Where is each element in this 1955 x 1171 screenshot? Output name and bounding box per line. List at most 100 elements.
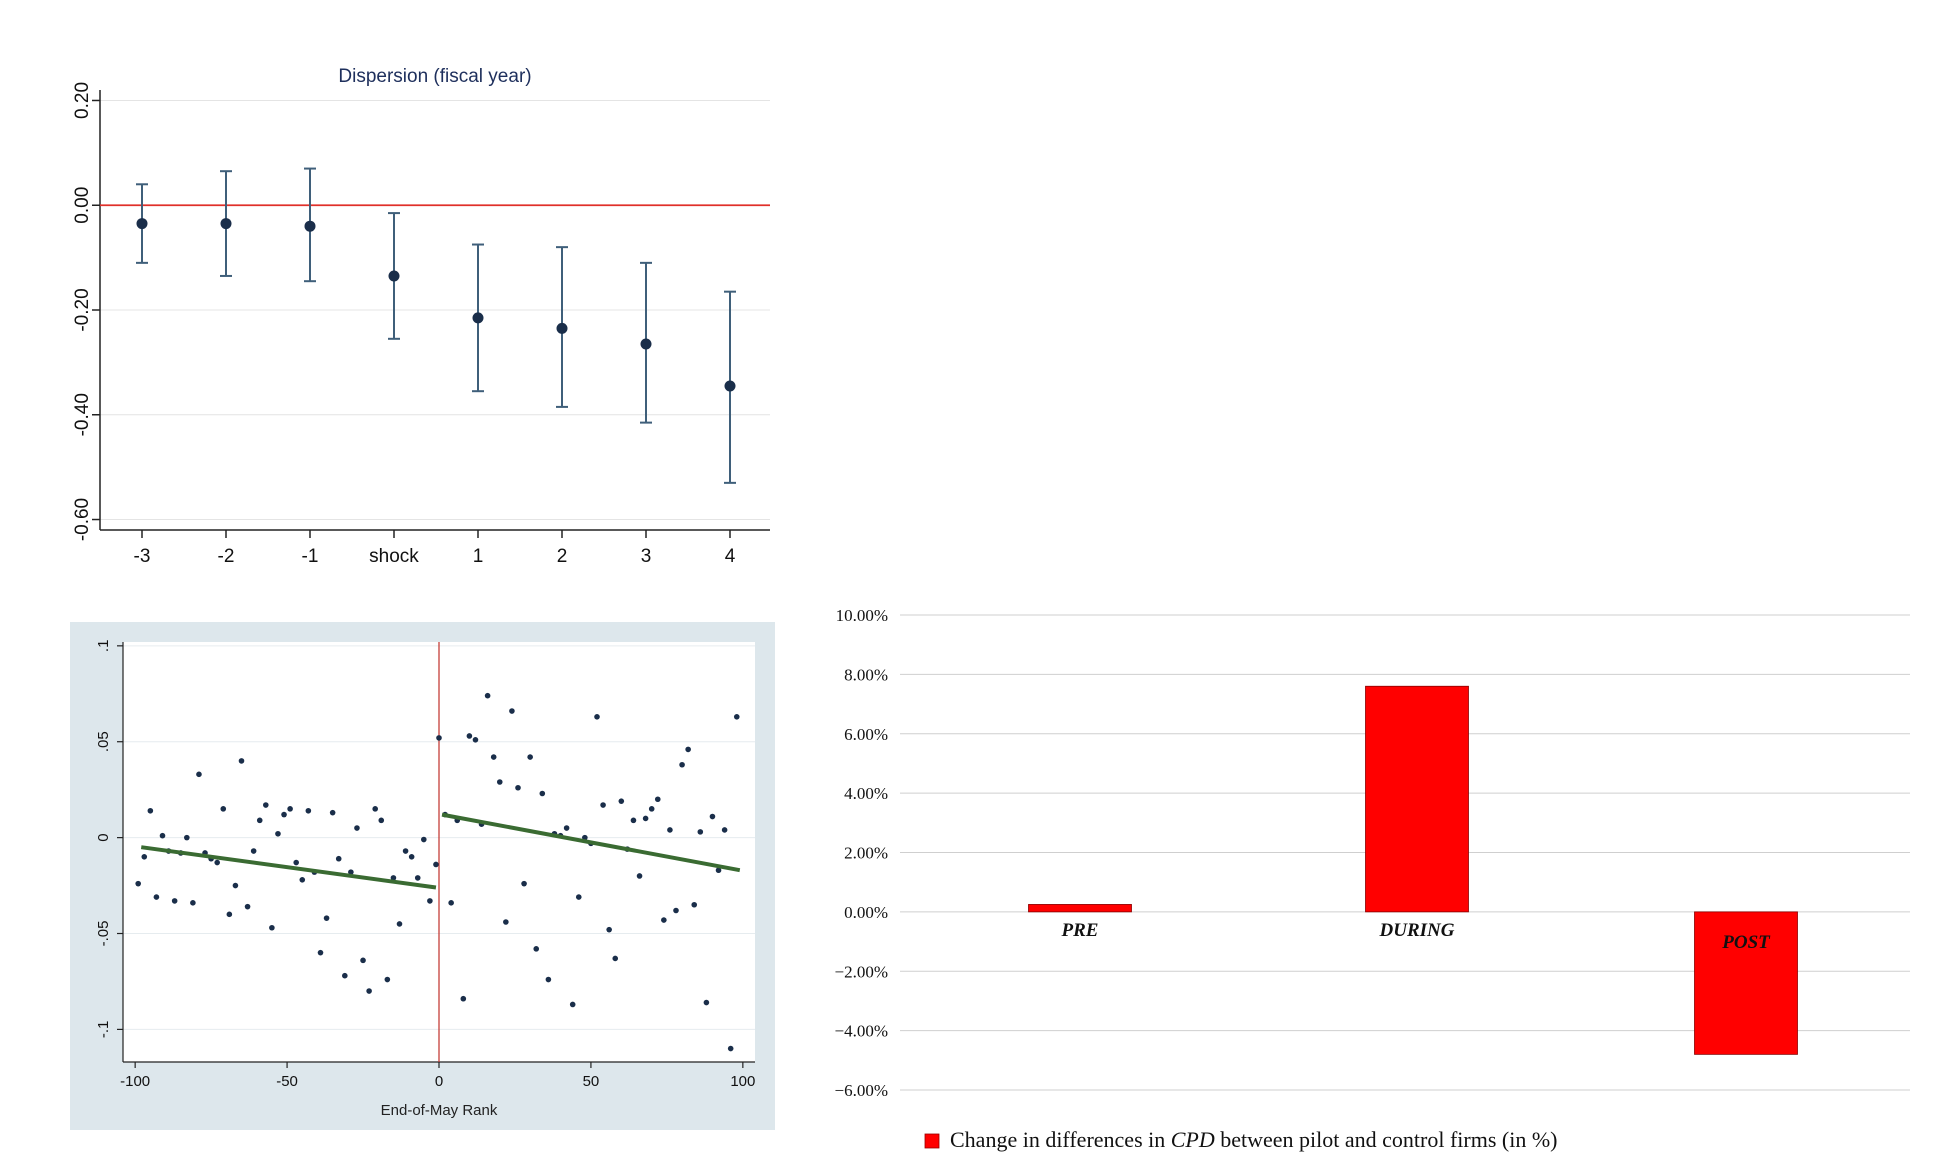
scatter-point bbox=[171, 898, 178, 904]
scatter-point bbox=[196, 771, 202, 778]
coefficient-point bbox=[556, 322, 568, 334]
y-tick-label: 4.00% bbox=[844, 784, 888, 803]
bar-category-label: POST bbox=[1721, 932, 1771, 953]
y-ticks: 0.20 0.00 -0.20 -0.40 -0.60 bbox=[72, 82, 100, 541]
coefficient-point bbox=[136, 218, 148, 230]
scatter-point bbox=[153, 894, 160, 900]
scatter-point bbox=[372, 806, 378, 812]
scatter-point bbox=[232, 882, 239, 889]
y-tick-label: 2.00% bbox=[844, 844, 888, 863]
scatter-point bbox=[141, 853, 148, 860]
scatter-point bbox=[679, 761, 685, 768]
x-tick-label: 0 bbox=[435, 1073, 443, 1090]
coefficient-point bbox=[388, 270, 400, 282]
bar-category-label: DURING bbox=[1379, 920, 1455, 941]
y-tick-label: 0.00 bbox=[72, 187, 93, 224]
scatter-point bbox=[250, 848, 257, 854]
scatter-point bbox=[305, 807, 312, 814]
scatter-point bbox=[654, 796, 661, 803]
y-tick-label: -0.60 bbox=[72, 498, 93, 541]
scatter-point bbox=[636, 873, 643, 879]
scatter-point bbox=[269, 924, 275, 931]
fit-line-right bbox=[441, 812, 741, 873]
x-ticks: -100 -50 0 50 100 bbox=[120, 1062, 755, 1090]
scatter-point bbox=[135, 880, 141, 887]
scatter-point bbox=[697, 829, 704, 835]
scatter-point bbox=[545, 976, 552, 983]
x-tick-label: shock bbox=[369, 546, 419, 567]
bar-pre bbox=[1028, 904, 1132, 913]
scatter-point bbox=[408, 853, 415, 860]
scatter-point bbox=[214, 859, 220, 866]
scatter-point bbox=[667, 827, 673, 833]
scatter-point bbox=[612, 955, 619, 962]
x-tick-label: 100 bbox=[730, 1073, 755, 1090]
scatter-point bbox=[354, 825, 360, 831]
bar-during bbox=[1365, 685, 1469, 913]
scatter-point bbox=[709, 813, 716, 820]
scatter-point bbox=[533, 946, 540, 952]
coefficient-point bbox=[220, 218, 232, 230]
scatter-point bbox=[715, 867, 722, 874]
scatter-point bbox=[299, 877, 306, 883]
scatter-point bbox=[569, 1001, 576, 1008]
x-tick-label: 4 bbox=[725, 546, 736, 567]
rank-discontinuity-chart: .1 .05 0 -.05 -.1 -100 -50 0 50 100 End-of-May R… bbox=[70, 622, 775, 1130]
y-tick-label: −2.00% bbox=[835, 962, 889, 981]
scatter-point bbox=[275, 830, 281, 837]
bar-category-label: PRE bbox=[1061, 920, 1099, 941]
legend-text-italic: CPD bbox=[1171, 1127, 1215, 1152]
scatter-point bbox=[263, 802, 269, 808]
scatter-point bbox=[661, 917, 667, 923]
y-tick-label: -0.20 bbox=[72, 288, 93, 331]
x-tick-label: -3 bbox=[134, 546, 151, 567]
y-tick-label: 0.20 bbox=[72, 82, 93, 119]
scatter-point bbox=[648, 806, 655, 812]
y-tick-label: −6.00% bbox=[835, 1081, 889, 1100]
scatter-point bbox=[618, 798, 625, 804]
scatter-point bbox=[244, 903, 251, 910]
scatter-point bbox=[433, 861, 439, 868]
scatter-point bbox=[630, 817, 637, 824]
dispersion-coefficient-chart: Dispersion (fiscal year) 0.20 0.00 -0.20 -0… bbox=[72, 66, 770, 567]
scatter-point bbox=[323, 915, 330, 921]
scatter-point bbox=[691, 901, 698, 908]
scatter-point bbox=[378, 817, 385, 824]
scatter-point bbox=[390, 875, 397, 881]
scatter-point bbox=[521, 880, 527, 887]
coefficient-point bbox=[640, 338, 652, 350]
scatter-point bbox=[436, 735, 442, 741]
scatter-point bbox=[606, 926, 612, 933]
legend-swatch bbox=[924, 1133, 940, 1149]
y-tick-label: -.05 bbox=[95, 921, 112, 947]
y-tick-label: -.1 bbox=[95, 1021, 112, 1039]
scatter-point bbox=[402, 848, 409, 854]
scatter-point bbox=[293, 859, 299, 866]
x-axis-label: End-of-May Rank bbox=[381, 1102, 498, 1119]
scatter-point bbox=[727, 1045, 734, 1052]
scatter-point bbox=[703, 999, 710, 1006]
scatter-point bbox=[159, 832, 166, 839]
scatter-point bbox=[509, 708, 515, 714]
legend: Change in differences in CPD between pil… bbox=[924, 1127, 1558, 1152]
x-tick-label: 3 bbox=[641, 546, 652, 567]
x-tick-label: 50 bbox=[583, 1073, 600, 1090]
scatter-point bbox=[427, 898, 433, 904]
coefficient-point bbox=[724, 380, 736, 392]
scatter-point bbox=[147, 807, 154, 814]
scatter-point bbox=[733, 713, 740, 720]
scatter-point bbox=[184, 834, 190, 841]
bar-post bbox=[1694, 911, 1798, 1055]
scatter-point bbox=[384, 976, 391, 983]
scatter-point bbox=[366, 988, 372, 994]
scatter-point bbox=[600, 802, 606, 808]
scatter-point bbox=[335, 855, 342, 862]
coefficient-point bbox=[304, 220, 316, 232]
y-tick-label: 10.00% bbox=[836, 606, 888, 625]
legend-text-before: Change in differences in bbox=[950, 1127, 1171, 1152]
scatter-point bbox=[226, 911, 233, 918]
scatter-point bbox=[527, 754, 533, 760]
scatter-point bbox=[515, 784, 521, 791]
coefficient-point bbox=[472, 312, 484, 324]
y-tick-label: −4.00% bbox=[835, 1022, 889, 1041]
